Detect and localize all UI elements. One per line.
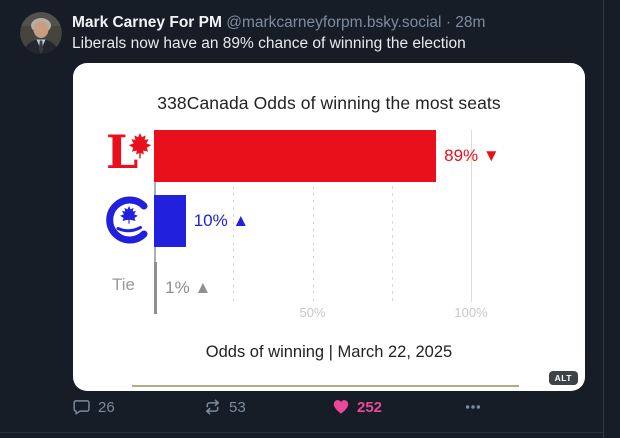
chart-title: 338Canada Odds of winning the most seats [157, 93, 501, 113]
gridline-75 [391, 130, 393, 302]
x-tick-label-50: 50% [299, 305, 326, 320]
conservative-value-label: 10% ▲ [193, 211, 250, 230]
repost-count: 53 [229, 398, 246, 416]
author-display-name[interactable]: Mark Carney For PM [72, 14, 222, 31]
reply-bubble-icon [73, 400, 90, 415]
post-divider [0, 432, 603, 433]
gridline-50 [312, 130, 314, 302]
avatar-portrait-image [20, 12, 62, 54]
reply-count: 26 [98, 398, 115, 416]
like-count: 252 [357, 398, 383, 416]
like-button[interactable]: 252 [332, 397, 382, 417]
chart-caption: Odds of winning | March 22, 2025 [205, 343, 453, 361]
x-tick-label-100: 100% [454, 305, 488, 320]
avatar[interactable] [20, 12, 62, 54]
ellipsis-icon [465, 405, 481, 409]
liberal-party-logo-icon: L [106, 125, 156, 183]
heart-icon [333, 400, 349, 414]
embedded-chart-image[interactable]: 338Canada Odds of winning the most seats… [73, 63, 585, 391]
liberal-value-label: 89% ▼ [444, 146, 500, 165]
tie-bar [154, 262, 158, 314]
repost-button[interactable]: 53 [203, 397, 246, 417]
gridline-100 [471, 130, 472, 302]
post-timestamp[interactable]: 28m [455, 14, 486, 31]
post-header: Mark Carney For PM @markcarneyforpm.bsky… [72, 14, 592, 32]
red-maple-leaf-icon [128, 133, 152, 159]
post-text: Liberals now have an 89% chance of winni… [72, 35, 466, 52]
meta-separator: · [445, 14, 451, 31]
tie-category-label: Tie [112, 275, 135, 294]
conservative-bar [154, 195, 186, 247]
image-footer-edge [132, 385, 519, 387]
reply-button[interactable]: 26 [73, 397, 115, 417]
repost-arrows-icon [205, 399, 220, 415]
alt-text-badge[interactable]: ALT [548, 370, 578, 385]
plot-area: 89% ▼ 10% ▲ 1% ▲ 50% 100% [73, 63, 585, 391]
author-handle[interactable]: @markcarneyforpm.bsky.social [226, 14, 442, 31]
post-action-bar: 26 53 252 [0, 397, 603, 421]
liberal-bar [154, 130, 437, 182]
gridline-25 [233, 130, 235, 302]
conservative-party-logo-icon [105, 192, 153, 248]
feed-column-border [603, 0, 604, 438]
tie-value-label: 1% ▲ [165, 278, 212, 297]
more-options-button[interactable] [463, 397, 483, 417]
